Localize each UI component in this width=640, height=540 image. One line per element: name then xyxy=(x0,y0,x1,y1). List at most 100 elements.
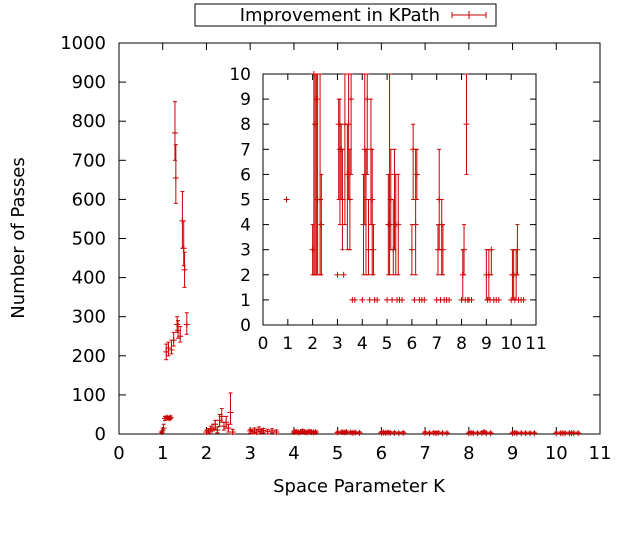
inset-y-tick-label: 10 xyxy=(229,65,251,85)
inset-data-point xyxy=(514,224,521,276)
legend: Improvement in KPath xyxy=(194,3,497,27)
main-x-tick-label: 8 xyxy=(463,443,474,464)
inset-x-tick-label: 7 xyxy=(431,334,442,354)
inset-data-point xyxy=(461,224,468,276)
inset-y-tick-label: 0 xyxy=(240,316,251,336)
main-x-tick-label: 5 xyxy=(332,443,343,464)
inset-x-tick-label: 10 xyxy=(500,334,522,354)
inset-y-tick-label: 3 xyxy=(240,241,251,261)
main-data-point xyxy=(435,429,442,436)
inset-y-tick-label: 1 xyxy=(240,291,251,311)
main-data-point xyxy=(273,429,280,436)
main-data-point xyxy=(391,429,398,436)
inset-x-tick-label: 1 xyxy=(282,334,293,354)
main-x-tick-label: 2 xyxy=(201,443,212,464)
main-data-point xyxy=(269,427,276,434)
main-y-tick-label: 800 xyxy=(72,111,106,132)
inset-data-point xyxy=(386,73,393,276)
inset-data-point xyxy=(351,296,358,303)
main-y-tick-label: 200 xyxy=(72,346,106,367)
x-axis-label: Space Parameter K xyxy=(273,476,446,497)
main-data-point xyxy=(443,430,450,437)
inset-data-point xyxy=(348,73,355,175)
legend-box xyxy=(194,3,497,27)
main-y-tick-label: 0 xyxy=(95,424,106,445)
inset-data-point xyxy=(359,296,366,303)
y-axis-label: Number of Passes xyxy=(8,157,29,318)
main-data-point xyxy=(227,392,234,425)
main-y-tick-label: 400 xyxy=(72,268,106,289)
inset-points xyxy=(283,71,527,303)
main-data-point xyxy=(181,251,188,288)
main-data-point xyxy=(518,430,525,437)
inset-data-point xyxy=(334,271,341,278)
main-data-point xyxy=(229,428,236,436)
inset-x-tick-label: 5 xyxy=(382,334,393,354)
inset-data-point xyxy=(370,224,377,276)
inset-data-point xyxy=(468,296,475,303)
inset-y-tick-label: 5 xyxy=(240,191,251,211)
inset-data-point xyxy=(520,296,527,303)
main-data-point xyxy=(165,341,172,357)
main-data-point xyxy=(170,331,177,347)
main-y-tick-label: 600 xyxy=(72,189,106,210)
legend-marker xyxy=(451,11,487,19)
inset-data-point xyxy=(408,224,415,276)
main-y-tick-label: 100 xyxy=(72,385,106,406)
main-x-tick-label: 10 xyxy=(545,443,568,464)
main-x-tick-label: 0 xyxy=(113,443,124,464)
main-x-tick-label: 11 xyxy=(589,443,612,464)
inset-data-point xyxy=(439,224,446,276)
inset-data-point xyxy=(398,296,405,303)
main-data-point xyxy=(400,429,407,436)
main-data-point xyxy=(387,429,394,436)
legend-label: Improvement in KPath xyxy=(240,5,440,26)
inset-x-tick-label: 8 xyxy=(456,334,467,354)
inset-data-point xyxy=(340,271,347,278)
main-y-tick-label: 900 xyxy=(72,72,106,93)
main-data-point xyxy=(470,430,477,437)
main-x-tick-label: 9 xyxy=(507,443,518,464)
inset-data-point xyxy=(318,173,325,276)
main-data-point xyxy=(212,419,219,430)
inset-y-tick-label: 2 xyxy=(240,266,251,286)
inset-y-tick-label: 9 xyxy=(240,90,251,110)
main-data-point xyxy=(180,220,187,267)
inset-data-point xyxy=(395,173,402,276)
main-data-point xyxy=(177,325,184,343)
inset-x-tick-label: 3 xyxy=(332,334,343,354)
inset-x-tick-label: 11 xyxy=(525,334,547,354)
main-data-point xyxy=(260,427,267,434)
main-data-point xyxy=(264,428,271,435)
inset-x-tick-label: 6 xyxy=(406,334,417,354)
main-x-tick-label: 3 xyxy=(244,443,255,464)
inset-data-point xyxy=(488,246,495,276)
main-x-tick-label: 7 xyxy=(419,443,430,464)
inset-y-tick-label: 4 xyxy=(240,216,251,236)
inset-data-point xyxy=(446,296,453,303)
main-x-tick-label: 6 xyxy=(376,443,387,464)
inset-plot-background xyxy=(263,74,536,325)
main-x-tick-label: 1 xyxy=(157,443,168,464)
main-data-point xyxy=(356,429,363,436)
main-data-point xyxy=(167,414,174,421)
main-data-point xyxy=(247,427,254,434)
main-data-point xyxy=(531,430,538,437)
main-y-tick-label: 1000 xyxy=(60,33,106,54)
inset-data-point xyxy=(495,296,502,303)
inset-y-tick-label: 6 xyxy=(240,165,251,185)
main-data-point xyxy=(575,430,582,437)
main-data-point xyxy=(172,144,179,204)
main-data-point xyxy=(312,429,319,436)
inset-y-tick-label: 8 xyxy=(240,115,251,135)
main-y-tick-label: 700 xyxy=(72,150,106,171)
main-data-point xyxy=(214,426,221,434)
inset-y-ticks: 0 1 2 3 4 5 6 7 8 9 10 xyxy=(229,65,536,336)
main-x-tick-label: 4 xyxy=(288,443,299,464)
main-data-point xyxy=(220,421,227,431)
main-data-point xyxy=(487,430,494,437)
inset-x-tick-label: 4 xyxy=(357,334,368,354)
main-data-point xyxy=(160,423,167,432)
